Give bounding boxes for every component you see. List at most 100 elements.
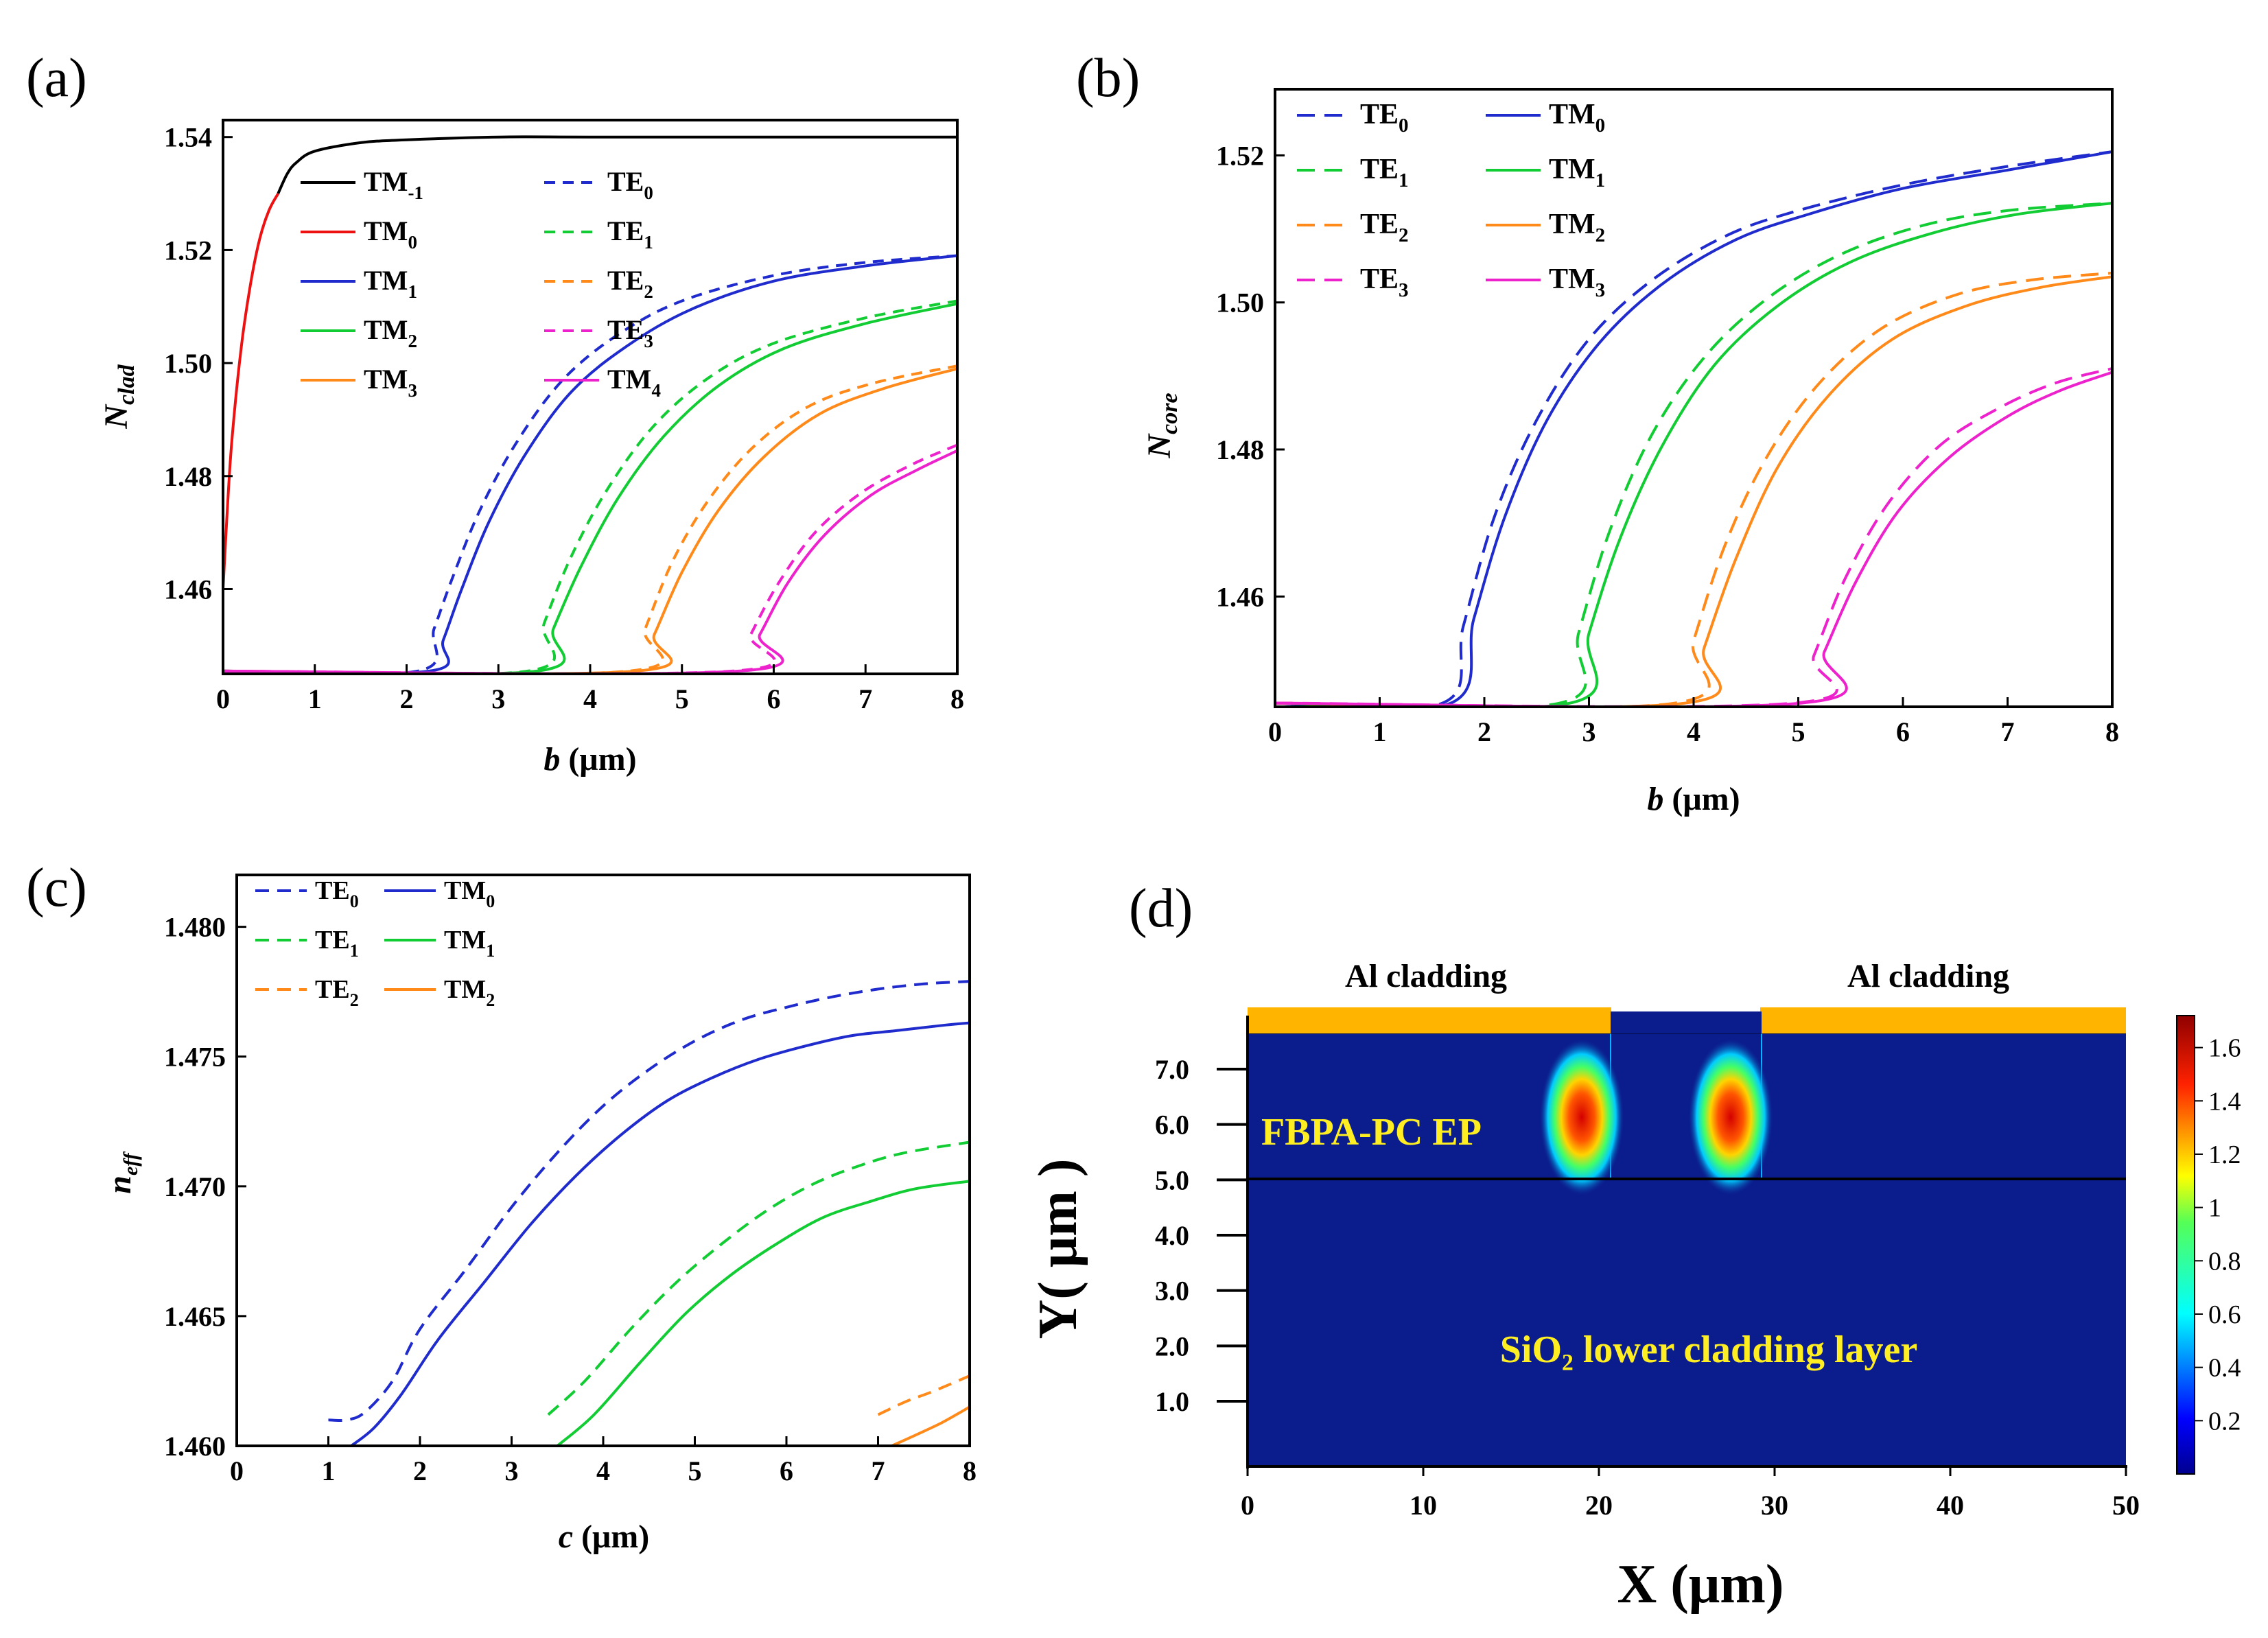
x-tick-label: 8 xyxy=(963,1455,977,1486)
x-tick-label: 3 xyxy=(505,1455,519,1486)
legend-entry: TE2 xyxy=(1360,209,1409,246)
y-tick-label: 1.46 xyxy=(164,574,212,605)
y-tick-label: 1.48 xyxy=(1216,434,1264,465)
legend-entry: TM2 xyxy=(444,975,495,1010)
panel-b: (b) 0 1 2 3 4 5 6 7 8 1.46 1.48 1.50 1.52 b (μm) Nco… xyxy=(1076,48,2119,817)
y-tick-label: 1.52 xyxy=(164,235,212,266)
plot-a-frame xyxy=(222,119,959,675)
plot-a-xlabel: b (μm) xyxy=(543,741,636,777)
plot-c-series xyxy=(328,980,970,1446)
label-al-cladding-left: Al cladding xyxy=(1345,958,1507,994)
series-tm2 xyxy=(1275,275,2112,707)
label-lower-cladding: SiO₂ lower cladding layer xyxy=(1500,1329,1917,1371)
series-tm2 xyxy=(891,1405,970,1446)
series-te2 xyxy=(223,364,957,674)
legend-entry: TM4 xyxy=(607,364,661,401)
legend-entry: TM3 xyxy=(1549,264,1605,301)
x-tick-label: 2 xyxy=(413,1455,427,1486)
x-tick-label: 5 xyxy=(675,683,689,714)
x-tick-label: 1 xyxy=(1373,716,1387,747)
series-te0 xyxy=(1275,150,2112,707)
x-tick-label: 6 xyxy=(767,683,781,714)
panel-a: (a) 0 1 2 3 4 5 6 7 8 1.46 1.48 1.50 1.52 1.54 b (μm)… xyxy=(26,48,964,777)
y-tick-label: 1.48 xyxy=(164,461,212,492)
series-te2 xyxy=(877,1374,970,1416)
colorbar-ticks: 0.2 0.4 0.6 0.8 1 1.2 1.4 1.6 xyxy=(2195,1034,2241,1436)
legend-entry: TE2 xyxy=(315,975,359,1010)
colorbar-tick-label: 0.2 xyxy=(2208,1407,2241,1436)
y-tick-label: 1.465 xyxy=(164,1301,226,1332)
colorbar-tick-label: 1.4 xyxy=(2208,1087,2241,1116)
series-te1 xyxy=(1275,202,2112,707)
plot-d-xlabel: X (μm) xyxy=(1617,1554,1784,1615)
series-tm1 xyxy=(1275,202,2112,707)
legend-entry: TM1 xyxy=(364,265,417,302)
series-tm4 xyxy=(223,449,957,674)
series-te3 xyxy=(223,443,957,674)
legend-entry: TE3 xyxy=(1360,264,1409,301)
y-tick-label: 1.475 xyxy=(164,1042,226,1073)
plot-c-ticks: 0 1 2 3 4 5 6 7 8 1.460 1.465 1.470 1.475 1.480 xyxy=(164,912,977,1486)
plot-b-ylabel: Ncore xyxy=(1141,393,1182,458)
plot-d-ylabel: Y( μm ) xyxy=(1028,1158,1088,1339)
legend-entry: TM-1 xyxy=(364,166,423,203)
legend-entry: TM2 xyxy=(364,314,417,351)
y-tick-label: 2.0 xyxy=(1155,1331,1189,1361)
x-tick-label: 1 xyxy=(308,683,322,714)
legend-entry: TE0 xyxy=(315,876,359,911)
panel-b-label: (b) xyxy=(1076,48,1140,108)
panel-d-label: (d) xyxy=(1129,878,1193,939)
x-tick-label: 3 xyxy=(491,683,505,714)
mode-lobe-right xyxy=(1688,1038,1773,1196)
x-tick-label: 5 xyxy=(1792,716,1805,747)
y-tick-label: 3.0 xyxy=(1155,1276,1189,1307)
x-tick-label: 7 xyxy=(872,1455,885,1486)
series-tm0 xyxy=(350,1021,970,1446)
y-tick-label: 1.480 xyxy=(164,912,226,943)
legend-entry: TE1 xyxy=(315,926,359,961)
x-tick-label: 2 xyxy=(400,683,414,714)
legend-entry: TE1 xyxy=(1360,154,1409,191)
series-te0 xyxy=(328,980,970,1423)
x-tick-label: 7 xyxy=(2001,716,2015,747)
x-tick-label: 0 xyxy=(216,683,230,714)
x-tick-label: 8 xyxy=(2105,716,2119,747)
series-te1 xyxy=(223,299,957,674)
series-tm1 xyxy=(556,1180,970,1446)
plot-a-ylabel: Nclad xyxy=(98,364,139,429)
y-tick-label: 1.50 xyxy=(164,348,212,379)
x-tick-label: 40 xyxy=(1937,1490,1964,1521)
x-tick-label: 10 xyxy=(1410,1490,1437,1521)
y-tick-label: 1.52 xyxy=(1216,140,1264,171)
series-te1 xyxy=(547,1140,970,1416)
panel-a-label: (a) xyxy=(26,48,87,108)
series-te0 xyxy=(223,254,957,674)
legend-entry: TM0 xyxy=(364,215,417,253)
colorbar xyxy=(2176,1015,2195,1475)
y-tick-label: 6.0 xyxy=(1155,1110,1189,1140)
plot-a-legend: TM-1 TE0 TM0 TE1 TM1 TE2 TM2 TE3 TM3 TM4 xyxy=(301,166,661,401)
x-tick-label: 4 xyxy=(1687,716,1700,747)
y-tick-label: 5.0 xyxy=(1155,1165,1189,1195)
x-tick-label: 0 xyxy=(1268,716,1282,747)
x-tick-label: 3 xyxy=(1582,716,1596,747)
series-tm2 xyxy=(223,302,957,674)
x-tick-label: 2 xyxy=(1477,716,1491,747)
legend-entry: TE2 xyxy=(607,265,653,302)
plot-b-ticks: 0 1 2 3 4 5 6 7 8 1.46 1.48 1.50 1.52 xyxy=(1216,140,2119,747)
legend-entry: TM3 xyxy=(364,364,417,401)
x-tick-label: 7 xyxy=(858,683,872,714)
colorbar-tick-label: 1 xyxy=(2208,1194,2221,1223)
legend-entry: TM2 xyxy=(1549,209,1605,246)
legend-entry: TM0 xyxy=(444,876,495,911)
colorbar-tick-label: 1.6 xyxy=(2208,1034,2241,1063)
electrode-gap xyxy=(1611,1011,1762,1033)
series-te2 xyxy=(1275,271,2112,707)
x-tick-label: 50 xyxy=(2112,1490,2140,1521)
mode-lobe-left xyxy=(1539,1038,1624,1196)
plot-a-ticks: 0 1 2 3 4 5 6 7 8 1.46 1.48 1.50 1.52 1.54 xyxy=(164,122,964,714)
x-tick-label: 5 xyxy=(688,1455,702,1486)
panel-d: (d) 0 10 20 30 40 50 1.0 2.0 3.0 4.0 5.0 6.0 7.0 Al … xyxy=(1028,878,2241,1615)
legend-entry: TE0 xyxy=(607,166,653,203)
y-tick-label: 4.0 xyxy=(1155,1220,1189,1251)
